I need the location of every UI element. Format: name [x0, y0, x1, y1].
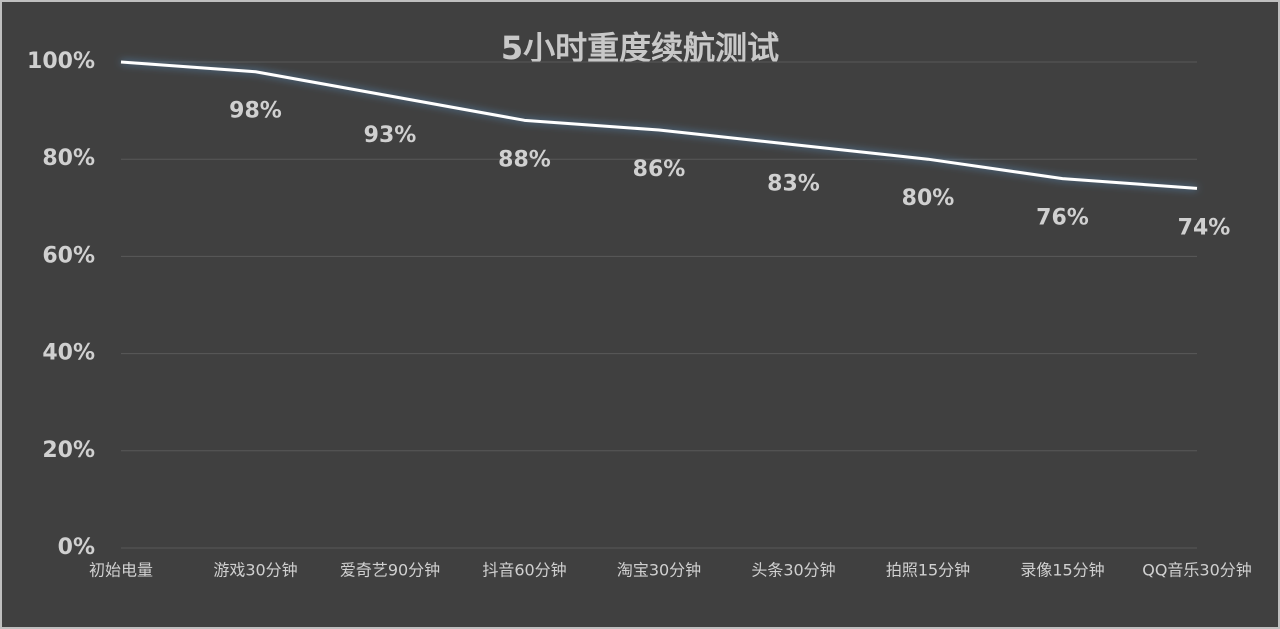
- data-label: 88%: [498, 147, 551, 172]
- data-label: 76%: [1036, 206, 1089, 231]
- x-tick-label: 初始电量: [89, 561, 153, 580]
- y-tick-label: 0%: [58, 535, 95, 560]
- y-tick-label: 60%: [42, 243, 95, 268]
- x-tick-label: 拍照15分钟: [886, 561, 970, 580]
- y-tick-label: 100%: [27, 49, 95, 74]
- data-label: 83%: [767, 172, 820, 197]
- data-line: [120, 60, 1198, 190]
- data-label: 93%: [364, 123, 417, 148]
- x-tick-label: 爱奇艺90分钟: [340, 561, 440, 580]
- x-tick-label: 淘宝30分钟: [617, 561, 701, 580]
- data-label: 98%: [229, 99, 282, 124]
- x-tick-label: 头条30分钟: [751, 561, 835, 580]
- x-tick-label: 录像15分钟: [1020, 561, 1104, 580]
- data-label: 86%: [633, 157, 686, 182]
- y-tick-label: 40%: [42, 341, 95, 366]
- x-tick-label: 游戏30分钟: [213, 561, 297, 580]
- y-tick-label: 80%: [42, 146, 95, 171]
- x-tick-label: 抖音60分钟: [482, 561, 566, 580]
- chart-title: 5小时重度续航测试: [501, 29, 779, 67]
- y-tick-label: 20%: [42, 438, 95, 463]
- x-tick-label: QQ音乐30分钟: [1142, 561, 1252, 580]
- data-label: 80%: [902, 186, 955, 211]
- data-label: 74%: [1178, 215, 1231, 240]
